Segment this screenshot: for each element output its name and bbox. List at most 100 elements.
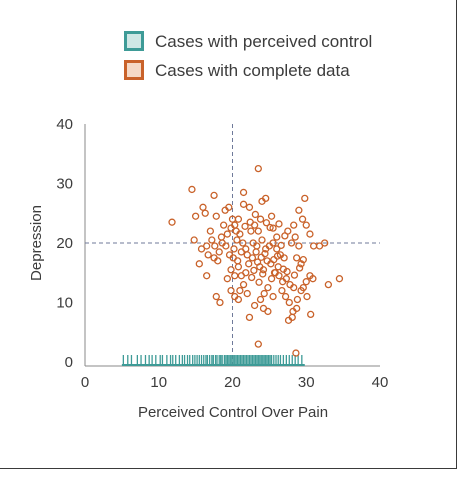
data-point	[203, 272, 211, 280]
data-point	[324, 280, 333, 289]
data-point	[290, 271, 299, 279]
data-point	[264, 307, 272, 316]
data-point	[303, 292, 311, 301]
data-point	[280, 254, 288, 262]
data-point	[227, 266, 235, 274]
data-point	[191, 212, 200, 220]
data-point	[243, 289, 251, 298]
x-tick-label: 40	[372, 374, 389, 391]
data-point	[287, 239, 296, 247]
data-point	[248, 273, 256, 282]
data-point	[215, 248, 223, 256]
data-point	[223, 275, 231, 283]
data-point	[204, 251, 212, 259]
data-point	[277, 241, 285, 250]
data-point	[278, 286, 286, 295]
data-point	[256, 295, 265, 304]
data-point	[269, 239, 277, 247]
data-point	[260, 289, 268, 298]
y-tick-label: 20	[56, 235, 73, 252]
data-point	[242, 269, 250, 277]
data-point	[241, 222, 249, 230]
legend-swatch-complete-data	[124, 60, 144, 80]
data-point	[216, 298, 224, 307]
data-point	[273, 233, 281, 241]
data-point	[227, 286, 235, 295]
data-point	[259, 270, 267, 278]
data-point	[225, 251, 234, 259]
data-point	[219, 221, 228, 229]
data-point	[225, 203, 233, 211]
data-point	[237, 248, 246, 256]
data-point	[283, 267, 291, 276]
data-point	[218, 239, 226, 247]
data-point	[212, 212, 220, 220]
data-point	[254, 227, 262, 235]
x-axis-title: Perceived Control Over Pain	[138, 404, 328, 421]
data-point	[291, 233, 299, 241]
y-axis-title: Depression	[28, 205, 45, 281]
data-point	[217, 233, 226, 241]
data-point	[214, 257, 222, 265]
data-point	[230, 245, 238, 253]
y-tick-labels: 0 10 20 30 40	[56, 116, 73, 371]
data-point	[262, 194, 270, 203]
data-point	[293, 254, 301, 262]
data-point	[248, 254, 257, 262]
x-tick-labels: 0 10 20 30 40	[81, 374, 389, 391]
data-point	[239, 200, 248, 208]
x-tick-label: 20	[224, 374, 241, 391]
data-point	[211, 242, 219, 250]
data-point	[295, 206, 303, 214]
data-point	[236, 286, 244, 295]
data-point	[299, 256, 307, 264]
legend-swatch-perceived-control	[124, 31, 144, 51]
data-point	[188, 185, 196, 194]
data-point	[251, 210, 260, 219]
data-point	[315, 242, 324, 250]
data-point	[309, 242, 318, 250]
data-point	[295, 242, 303, 250]
data-point	[301, 194, 309, 203]
data-point	[275, 220, 283, 228]
data-point	[307, 310, 315, 319]
legend-label-perceived-control: Cases with perceived control	[155, 32, 372, 51]
data-point	[234, 215, 243, 223]
data-point	[254, 164, 262, 173]
data-point	[190, 236, 198, 244]
data-point	[286, 280, 294, 289]
y-tick-label: 40	[56, 116, 73, 133]
data-point	[273, 245, 281, 253]
data-point	[231, 272, 239, 280]
data-point	[292, 349, 300, 357]
data-point	[321, 239, 329, 247]
data-point	[246, 218, 254, 226]
data-point	[239, 280, 248, 289]
data-point	[243, 251, 251, 259]
data-point	[293, 295, 302, 304]
data-point	[210, 191, 218, 200]
data-point	[239, 239, 247, 247]
rug-marks	[121, 355, 305, 366]
data-point	[270, 256, 278, 264]
data-point	[168, 218, 176, 226]
data-point	[267, 212, 276, 220]
data-point	[239, 188, 248, 197]
reference-lines	[85, 124, 380, 366]
data-point	[197, 245, 206, 253]
data-point	[231, 292, 239, 301]
data-point	[254, 340, 262, 348]
x-tick-label: 30	[298, 374, 315, 391]
data-point	[223, 230, 231, 238]
data-point	[281, 292, 290, 301]
data-point	[270, 269, 279, 277]
data-point	[257, 253, 265, 261]
data-point	[298, 215, 307, 223]
data-point	[262, 219, 271, 227]
data-point	[299, 283, 307, 292]
data-point	[269, 292, 277, 301]
data-point	[309, 275, 317, 283]
y-tick-label: 10	[56, 295, 73, 312]
y-tick-label: 0	[65, 354, 73, 371]
